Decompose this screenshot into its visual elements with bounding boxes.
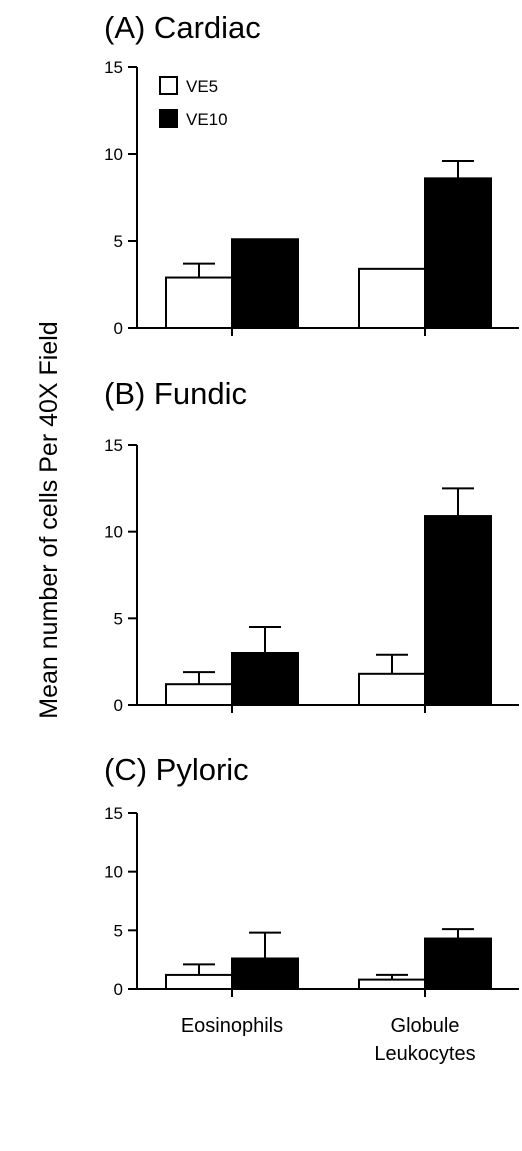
- panel-title: (B) Fundic: [104, 376, 247, 411]
- bar-ve10-eosinophils: [231, 957, 299, 991]
- y-tick-label: 10: [104, 145, 123, 164]
- bar-ve5-globule-leukocytes: [358, 267, 426, 329]
- bar-ve5-eosinophils: [165, 973, 233, 990]
- bar-ve10-eosinophils: [231, 652, 299, 706]
- y-tick-label: 10: [104, 523, 123, 542]
- y-tick-label: 5: [114, 921, 123, 940]
- bar-ve10-eosinophils: [231, 238, 299, 329]
- y-tick-label: 5: [114, 232, 123, 251]
- y-tick-label: 15: [104, 58, 123, 77]
- y-axis-label: Mean number of cells Per 40X Field: [35, 321, 63, 718]
- legend-label: VE5: [186, 77, 218, 96]
- panel-title: (A) Cardiac: [104, 10, 261, 45]
- y-tick-label: 15: [104, 804, 123, 823]
- bar-ve10-globule-leukocytes: [424, 937, 492, 991]
- panel-1: (B) Fundic 0 5 10 15: [104, 376, 519, 715]
- bar-ve5-globule-leukocytes: [358, 672, 426, 706]
- x-category-label: Globule: [391, 1015, 460, 1037]
- bar-ve5-globule-leukocytes: [358, 978, 426, 991]
- bar-ve10-globule-leukocytes: [424, 515, 492, 706]
- legend-swatch: [159, 76, 178, 95]
- x-category-label: Leukocytes: [374, 1043, 475, 1065]
- bar-ve10-globule-leukocytes: [424, 177, 492, 329]
- y-tick-label: 0: [114, 319, 123, 338]
- y-tick-label: 0: [114, 696, 123, 715]
- y-tick-label: 5: [114, 609, 123, 628]
- y-tick-label: 10: [104, 863, 123, 882]
- legend-swatch: [159, 109, 178, 128]
- x-category-label: Eosinophils: [181, 1015, 283, 1037]
- legend-label: VE10: [186, 110, 228, 129]
- panel-title: (C) Pyloric: [104, 752, 249, 787]
- bar-ve5-eosinophils: [165, 276, 233, 330]
- bar-ve5-eosinophils: [165, 683, 233, 707]
- y-tick-label: 0: [114, 980, 123, 999]
- y-tick-label: 15: [104, 436, 123, 455]
- panel-2: (C) Pyloric 0 5 10 15: [104, 752, 519, 999]
- panel-0: (A) Cardiac 0 5 10 15 VE5 VE10: [104, 10, 519, 338]
